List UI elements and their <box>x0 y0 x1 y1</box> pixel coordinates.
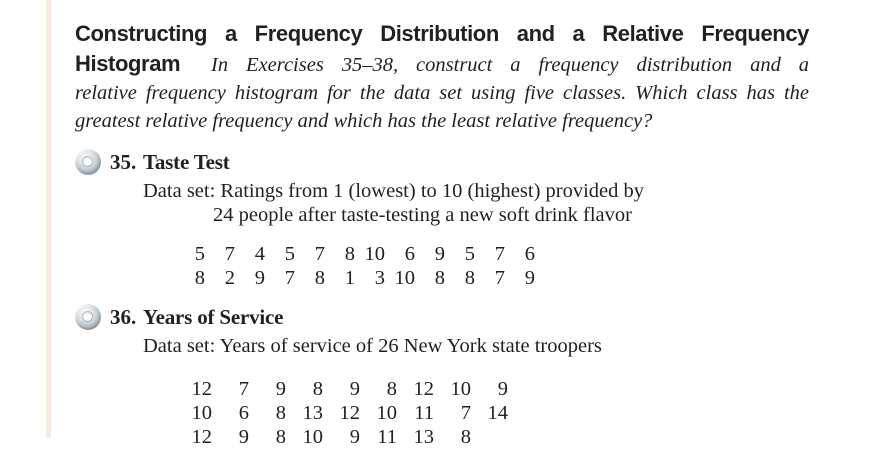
data-value: 8 <box>434 267 445 289</box>
exercise-number: 36. <box>110 304 137 329</box>
data-value: 9 <box>254 267 265 289</box>
data-value: 10 <box>394 267 416 289</box>
data-value: 2 <box>224 267 235 289</box>
data-value: 4 <box>254 243 265 265</box>
data-value: 9 <box>349 426 360 448</box>
exercise-title: Taste Test <box>143 149 230 174</box>
data-value: 10 <box>302 426 324 448</box>
data-value: 8 <box>344 243 355 265</box>
instructions-part-3: greatest relative frequency and which ha… <box>75 110 653 132</box>
data-row: 5 7 4 5 7 8 10 6 9 5 7 6 <box>175 242 809 266</box>
data-value: 10 <box>364 243 386 265</box>
data-value: 7 <box>494 267 505 289</box>
exercise-36-header: 36. Years of Service <box>75 303 809 331</box>
data-value: 14 <box>487 402 509 424</box>
data-value: 7 <box>224 243 235 265</box>
instructions-part-1: In Exercises 35–38, construct a frequenc… <box>211 54 809 76</box>
data-value: 6 <box>404 243 415 265</box>
data-value: 13 <box>413 426 435 448</box>
exercise-36: 36. Years of Service Data set: Years of … <box>75 303 809 449</box>
data-value: 9 <box>275 378 286 400</box>
data-value: 9 <box>349 378 360 400</box>
data-value: 12 <box>191 378 213 400</box>
data-value: 7 <box>494 243 505 265</box>
exercise-35-description-line-2: 24 people after taste-testing a new soft… <box>213 204 632 226</box>
data-value: 11 <box>414 402 434 424</box>
data-value: 13 <box>302 402 324 424</box>
data-value: 11 <box>377 426 397 448</box>
section-title-part-2: Histogram <box>75 51 181 76</box>
data-value: 7 <box>314 243 325 265</box>
data-value: 7 <box>284 267 295 289</box>
data-value: 3 <box>374 267 385 289</box>
data-row: 12 9 8 10 9 11 13 8 <box>175 425 809 449</box>
exercise-36-description-line-1: Data set: Years of service of 26 New Yor… <box>143 335 602 357</box>
data-value: 8 <box>460 426 471 448</box>
exercise-35-description-line-1: Data set: Ratings from 1 (lowest) to 10 … <box>143 180 645 202</box>
data-value: 8 <box>312 378 323 400</box>
data-value: 10 <box>450 378 472 400</box>
data-value: 6 <box>524 243 535 265</box>
instructions-part-2: relative frequency histogram for the dat… <box>75 82 809 104</box>
data-row: 8 2 9 7 8 1 3 10 8 8 7 9 <box>175 266 809 290</box>
data-value: 7 <box>460 402 471 424</box>
section-heading: Constructing a Frequency Distribution an… <box>75 20 809 136</box>
data-value: 12 <box>339 402 361 424</box>
data-value: 1 <box>344 267 355 289</box>
data-value: 5 <box>464 243 475 265</box>
heading-line-3: relative frequency histogram for the dat… <box>75 80 809 108</box>
data-row: 12 7 9 8 9 8 12 10 9 <box>175 377 809 401</box>
data-value: 10 <box>191 402 213 424</box>
data-value: 12 <box>413 378 435 400</box>
heading-line-1: Constructing a Frequency Distribution an… <box>75 20 809 50</box>
data-value: 8 <box>275 402 286 424</box>
exercise-number: 35. <box>110 149 137 174</box>
exercise-title: Years of Service <box>143 304 284 329</box>
exercise-35-data-table: 5 7 4 5 7 8 10 6 9 5 7 6 8 2 9 7 8 1 3 10 8 8 7 9 <box>175 242 809 290</box>
cd-icon <box>75 304 101 330</box>
data-value: 5 <box>194 243 205 265</box>
cd-icon <box>75 149 101 175</box>
exercise-35: 35. Taste Test Data set: Ratings from 1 … <box>75 148 809 290</box>
data-value: 12 <box>191 426 213 448</box>
data-value: 5 <box>284 243 295 265</box>
left-margin-rule <box>46 0 51 438</box>
data-value: 8 <box>314 267 325 289</box>
data-row: 10 6 8 13 12 10 11 7 14 <box>175 401 809 425</box>
data-value: 8 <box>275 426 286 448</box>
data-value: 7 <box>238 378 249 400</box>
data-value: 10 <box>376 402 398 424</box>
data-value: 9 <box>238 426 249 448</box>
data-value: 8 <box>386 378 397 400</box>
heading-line-2: Histogram In Exercises 35–38, construct … <box>75 50 809 80</box>
section-title-part-1: Constructing a Frequency Distribution an… <box>75 21 809 46</box>
data-value: 9 <box>434 243 445 265</box>
data-value: 6 <box>238 402 249 424</box>
data-value: 8 <box>194 267 205 289</box>
data-value: 8 <box>464 267 475 289</box>
heading-line-4: greatest relative frequency and which ha… <box>75 108 809 136</box>
page-content: Constructing a Frequency Distribution an… <box>75 20 809 449</box>
exercise-36-data-table: 12 7 9 8 9 8 12 10 9 10 6 8 13 12 10 11 7 14 12 9 8 10 9 11 13 8 <box>175 377 809 449</box>
data-value: 9 <box>497 378 508 400</box>
exercise-35-header: 35. Taste Test <box>75 148 809 176</box>
data-value: 9 <box>524 267 535 289</box>
